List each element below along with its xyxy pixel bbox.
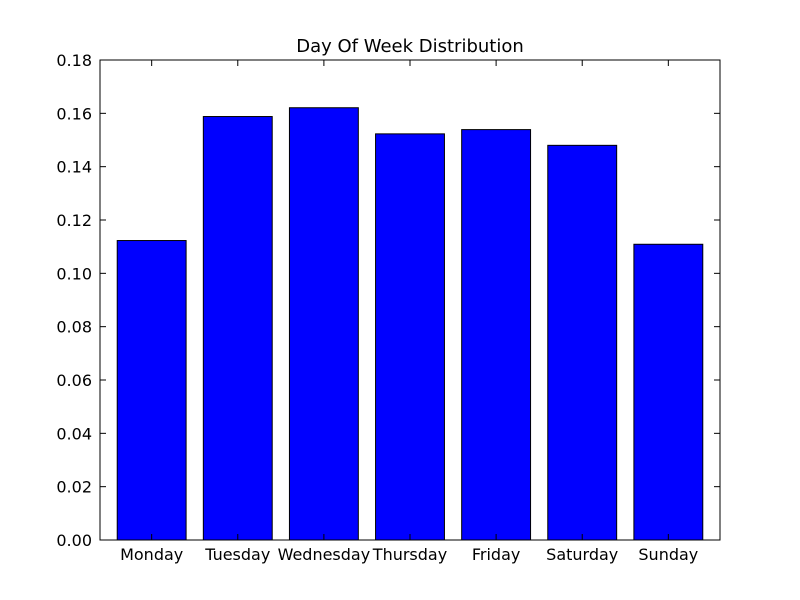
- y-tick-label: 0.16: [56, 104, 92, 123]
- y-tick-label: 0.06: [56, 371, 92, 390]
- bar-tuesday: [202, 116, 273, 541]
- x-tick-label-wednesday: Wednesday: [278, 545, 371, 564]
- bar-thursday: [375, 133, 445, 541]
- y-tick-label: 0.08: [56, 318, 92, 337]
- x-tick-label-tuesday: Tuesday: [204, 545, 270, 564]
- x-tick-label-sunday: Sunday: [638, 545, 698, 564]
- bar-saturday: [547, 144, 618, 541]
- bar-sunday: [633, 243, 704, 541]
- y-tick-label: 0.00: [56, 531, 92, 550]
- x-tick-label-saturday: Saturday: [546, 545, 618, 564]
- bar-monday: [116, 240, 187, 541]
- axes-frame: [99, 59, 721, 541]
- bar-wednesday: [288, 107, 359, 541]
- y-axis: 0.00 0.02 0.04 0.06 0.08 0.10 0.12 0.14 0.16 0.18: [56, 51, 720, 550]
- chart-title: Day Of Week Distribution: [296, 36, 524, 57]
- bars-group: [116, 107, 704, 541]
- y-tick-label: 0.10: [56, 264, 92, 283]
- y-tick-label: 0.18: [56, 51, 92, 70]
- y-tick-label: 0.14: [56, 158, 92, 177]
- y-tick-label: 0.12: [56, 211, 92, 230]
- x-tick-label-monday: Monday: [120, 545, 183, 564]
- x-axis: Monday Tuesday Wednesday Thursday Friday Satu…: [120, 60, 698, 564]
- y-tick-label: 0.04: [56, 424, 92, 443]
- x-tick-label-thursday: Thursday: [372, 545, 447, 564]
- y-tick-label: 0.02: [56, 478, 92, 497]
- x-tick-label-friday: Friday: [472, 545, 521, 564]
- bar-friday: [461, 129, 532, 541]
